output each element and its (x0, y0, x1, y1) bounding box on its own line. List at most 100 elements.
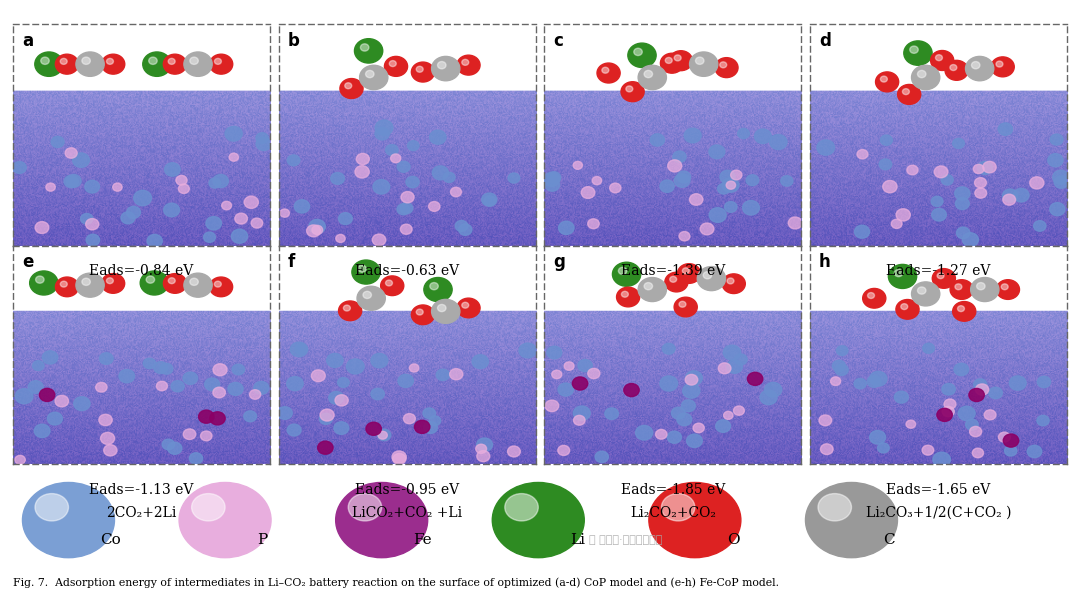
Circle shape (112, 183, 122, 191)
Circle shape (644, 70, 652, 78)
Circle shape (380, 276, 404, 296)
Circle shape (755, 129, 771, 143)
Circle shape (984, 410, 996, 420)
Circle shape (55, 54, 79, 74)
Circle shape (942, 384, 956, 395)
Circle shape (677, 171, 690, 183)
Circle shape (903, 89, 909, 95)
Circle shape (726, 181, 735, 189)
Circle shape (199, 410, 214, 423)
Circle shape (48, 412, 63, 425)
Circle shape (674, 174, 690, 188)
Circle shape (41, 57, 50, 64)
Circle shape (578, 359, 592, 371)
Circle shape (673, 151, 686, 163)
Circle shape (1034, 220, 1045, 231)
Circle shape (588, 219, 599, 229)
Circle shape (723, 178, 739, 192)
Circle shape (626, 86, 633, 92)
Circle shape (437, 61, 446, 69)
Circle shape (508, 173, 519, 183)
Circle shape (72, 153, 90, 168)
Circle shape (462, 302, 469, 308)
Circle shape (256, 137, 271, 151)
Circle shape (370, 388, 384, 399)
Circle shape (415, 420, 430, 433)
Circle shape (347, 359, 364, 374)
Text: Eads=-1.65 eV: Eads=-1.65 eV (887, 483, 990, 497)
Text: 📰 公众号·金属能源电池: 📰 公众号·金属能源电池 (589, 535, 662, 544)
Circle shape (295, 344, 308, 354)
Circle shape (670, 276, 677, 282)
Circle shape (698, 266, 726, 291)
Circle shape (944, 399, 956, 409)
Circle shape (977, 161, 993, 174)
Circle shape (922, 344, 934, 353)
Text: Li: Li (570, 532, 585, 547)
Circle shape (375, 127, 390, 140)
Circle shape (184, 52, 212, 76)
Text: Li₂CO₂+CO₂: Li₂CO₂+CO₂ (630, 506, 716, 520)
Text: b: b (287, 32, 299, 50)
Circle shape (610, 183, 621, 193)
Circle shape (476, 450, 490, 462)
Circle shape (612, 262, 640, 287)
Circle shape (731, 170, 742, 180)
Circle shape (184, 429, 195, 439)
Circle shape (249, 390, 260, 399)
Circle shape (42, 351, 58, 364)
Circle shape (167, 443, 181, 454)
Text: LiCO₂+CO₂ +Li: LiCO₂+CO₂ +Li (352, 506, 462, 520)
Circle shape (854, 225, 869, 238)
Circle shape (352, 260, 380, 284)
Circle shape (406, 177, 419, 188)
Circle shape (957, 227, 970, 239)
Circle shape (121, 212, 135, 224)
Circle shape (1013, 188, 1029, 202)
Circle shape (60, 281, 67, 287)
Circle shape (996, 61, 1003, 67)
Circle shape (1037, 376, 1051, 388)
Circle shape (831, 377, 840, 385)
Circle shape (909, 46, 918, 53)
Circle shape (99, 414, 112, 426)
Circle shape (76, 52, 104, 76)
Circle shape (81, 214, 93, 224)
Circle shape (163, 274, 187, 293)
Circle shape (189, 453, 203, 464)
Circle shape (912, 66, 940, 90)
Circle shape (384, 56, 407, 76)
Circle shape (291, 342, 308, 357)
Circle shape (450, 187, 461, 197)
Circle shape (228, 382, 243, 395)
Circle shape (836, 346, 848, 356)
Circle shape (400, 203, 413, 214)
Circle shape (635, 426, 652, 440)
Circle shape (280, 209, 289, 217)
Circle shape (429, 202, 440, 211)
Circle shape (126, 206, 140, 219)
Circle shape (558, 221, 573, 234)
Circle shape (312, 225, 323, 234)
Circle shape (508, 446, 521, 457)
Circle shape (679, 231, 690, 241)
Circle shape (878, 443, 889, 453)
Circle shape (176, 175, 187, 185)
Circle shape (437, 305, 446, 311)
Circle shape (475, 444, 487, 453)
Circle shape (605, 408, 619, 419)
Circle shape (667, 431, 681, 443)
Circle shape (348, 493, 381, 521)
Circle shape (357, 287, 386, 310)
Circle shape (411, 305, 434, 325)
Circle shape (833, 361, 846, 371)
Text: P: P (257, 532, 267, 547)
Circle shape (806, 483, 897, 558)
Circle shape (119, 370, 135, 383)
Circle shape (311, 370, 325, 382)
Circle shape (234, 213, 247, 224)
Circle shape (931, 50, 954, 70)
Circle shape (880, 135, 892, 145)
Circle shape (543, 172, 559, 186)
Text: Eads=-1.27 eV: Eads=-1.27 eV (887, 264, 990, 278)
